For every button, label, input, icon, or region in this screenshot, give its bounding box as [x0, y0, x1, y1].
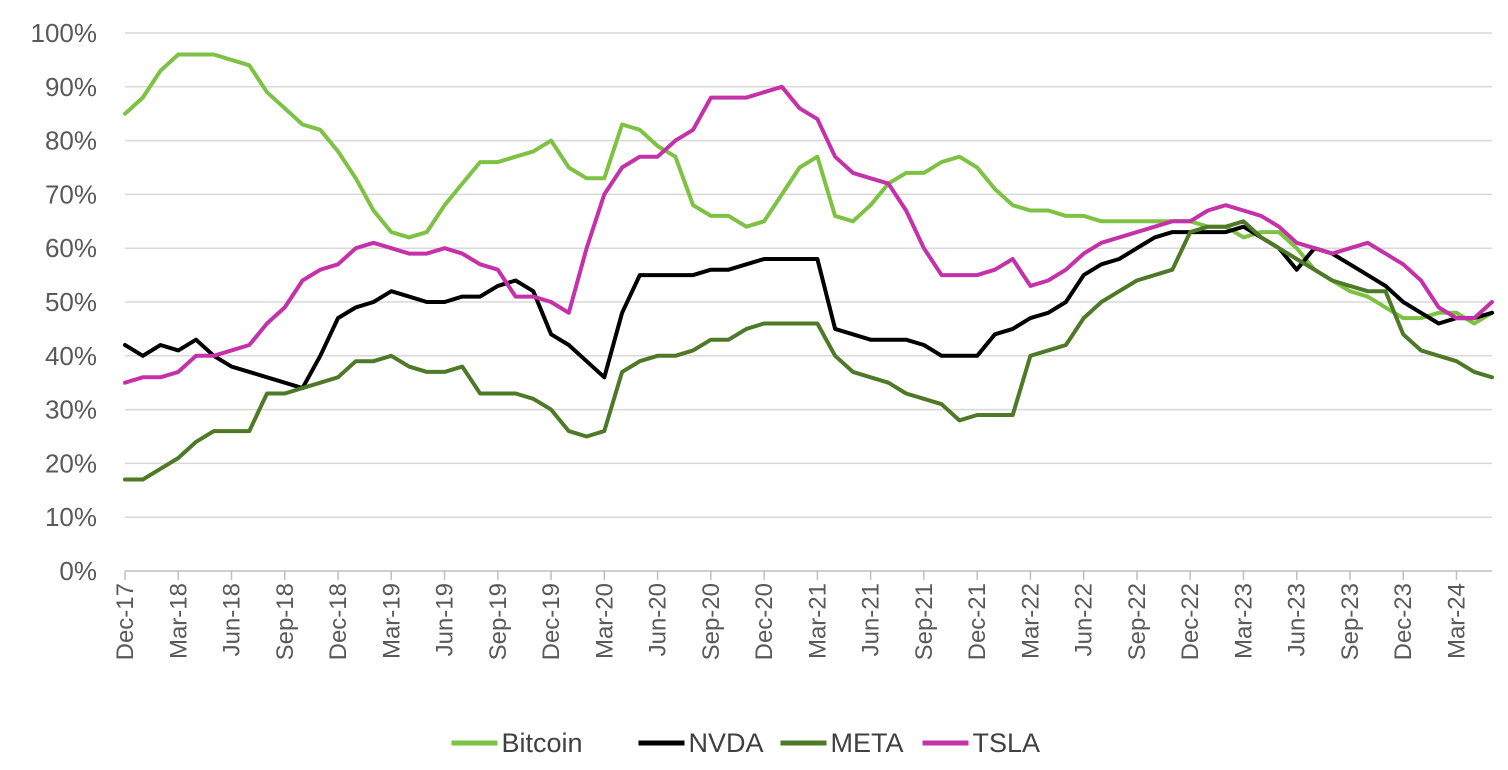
legend: Bitcoin NVDA META TSLA	[451, 728, 1041, 758]
x-tick-label: Jun-19	[432, 583, 459, 656]
x-tick-label: Sep-22	[1124, 583, 1151, 660]
y-tick-label: 20%	[45, 448, 97, 478]
series-line-tsla	[123, 84, 1494, 385]
legend-item-bitcoin: Bitcoin	[451, 728, 583, 758]
y-tick-label: 90%	[45, 72, 97, 102]
series-line-meta	[123, 219, 1494, 482]
x-tick-label: Mar-20	[591, 583, 618, 659]
y-tick-label: 100%	[31, 18, 98, 48]
x-tick-label: Dec-22	[1177, 583, 1204, 660]
x-tick-label: Dec-17	[112, 583, 139, 660]
x-tick-label: Dec-23	[1390, 583, 1417, 660]
y-tick-label: 30%	[45, 395, 97, 425]
x-tick-label: Mar-24	[1443, 583, 1470, 659]
y-tick-label: 70%	[45, 179, 97, 209]
y-tick-label: 0%	[59, 556, 97, 586]
y-tick-label: 80%	[45, 126, 97, 156]
legend-item-meta: META	[780, 728, 904, 758]
x-tick-label: Jun-20	[645, 583, 672, 656]
x-tick-label: Dec-20	[751, 583, 778, 660]
y-tick-label: 60%	[45, 233, 97, 263]
x-tick-label: Dec-18	[325, 583, 352, 660]
x-tick-label: Jun-18	[219, 583, 246, 656]
axes: 0% 10% 20% 30% 40% 50% 60% 70% 80% 90% 100% Dec-17 M…	[31, 18, 1492, 660]
legend-item-tsla: TSLA	[922, 728, 1041, 758]
x-tick-label: Mar-18	[165, 583, 192, 659]
x-tick-label: Jun-21	[858, 583, 885, 656]
y-tick-label: 40%	[45, 341, 97, 371]
x-tick-label: Sep-23	[1337, 583, 1364, 660]
x-tick-label: Sep-21	[911, 583, 938, 660]
x-tick-label: Jun-23	[1284, 583, 1311, 656]
legend-item-nvda: NVDA	[638, 728, 764, 758]
x-tick-label: Mar-23	[1230, 583, 1257, 659]
legend-label: NVDA	[689, 728, 764, 758]
x-tick-label: Sep-19	[485, 583, 512, 660]
x-tick-label: Mar-19	[378, 583, 405, 659]
legend-label: Bitcoin	[502, 728, 583, 758]
series-line-bitcoin	[123, 52, 1494, 326]
x-tick-label: Mar-22	[1017, 583, 1044, 659]
x-tick-label: Sep-20	[698, 583, 725, 660]
x-tick-label: Dec-21	[964, 583, 991, 660]
series-lines	[123, 52, 1494, 482]
y-tick-label: 50%	[45, 287, 97, 317]
y-tick-label: 10%	[45, 502, 97, 532]
legend-label: META	[831, 728, 904, 758]
x-tick-label: Mar-21	[804, 583, 831, 659]
x-tick-label: Sep-18	[272, 583, 299, 660]
x-tick-label: Dec-19	[538, 583, 565, 660]
gridlines	[125, 32, 1492, 518]
x-tick-label: Jun-22	[1071, 583, 1098, 656]
legend-label: TSLA	[973, 728, 1041, 758]
